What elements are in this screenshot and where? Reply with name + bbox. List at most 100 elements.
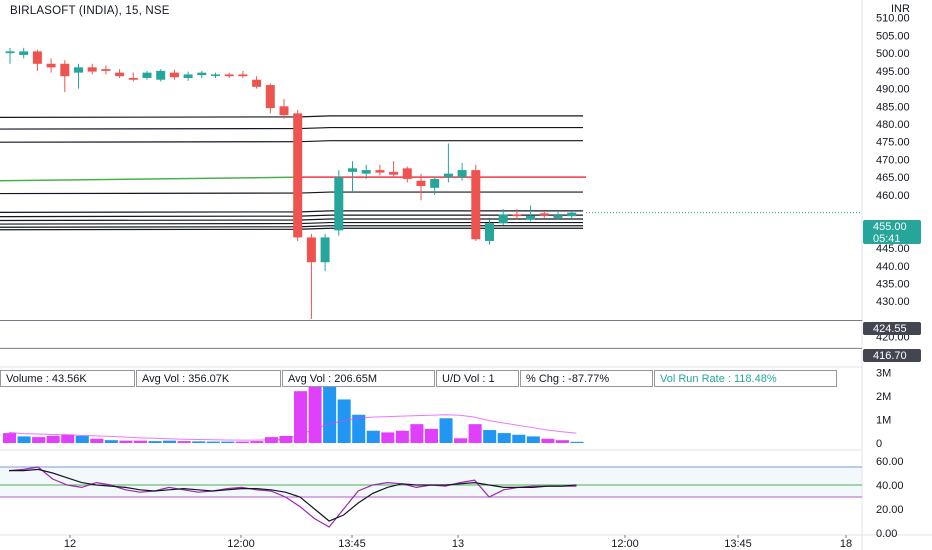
candle-body xyxy=(128,77,138,80)
volume-bar xyxy=(555,440,569,443)
volume-bar xyxy=(90,438,104,443)
volume-bar xyxy=(366,430,380,443)
candle-body xyxy=(430,178,440,188)
level-line xyxy=(0,227,583,231)
candles[interactable] xyxy=(5,47,577,319)
candle-body xyxy=(334,177,344,231)
current-price-label: 455.00 xyxy=(873,221,907,233)
candle-body xyxy=(443,173,453,178)
candle-body xyxy=(402,168,412,179)
level-line xyxy=(0,225,583,228)
volume-bar xyxy=(148,441,162,443)
green-trend-line xyxy=(0,176,301,182)
candle-body xyxy=(46,63,56,68)
volume-bar xyxy=(206,441,220,443)
osc-tick-label: 0.00 xyxy=(876,528,897,540)
volume-bar xyxy=(177,441,191,443)
candle-body xyxy=(389,171,399,175)
stat-label: Avg Vol : 356.07K xyxy=(142,373,230,385)
stat-label: % Chg : -87.77% xyxy=(526,373,609,385)
time-tick-label: 12 xyxy=(64,538,76,550)
level-line xyxy=(0,218,583,222)
level-line xyxy=(0,221,583,225)
level-line xyxy=(0,214,583,218)
candle-body xyxy=(183,74,193,78)
volume-bar xyxy=(337,399,351,443)
candle-body xyxy=(553,215,563,218)
volume-bar xyxy=(541,438,555,443)
currency-label: INR xyxy=(891,3,910,15)
candle-body xyxy=(279,106,289,116)
volume-bar xyxy=(439,418,453,443)
price-tick-label: 465.00 xyxy=(876,172,910,184)
stat-label: Avg Vol : 206.65M xyxy=(288,373,377,385)
volume-bar xyxy=(308,372,322,443)
volume-bar xyxy=(526,436,540,443)
price-tick-label: 430.00 xyxy=(876,296,910,308)
candle-body xyxy=(60,63,70,77)
level-line xyxy=(0,140,583,143)
candle-body xyxy=(539,213,549,216)
candle-body xyxy=(526,215,536,220)
volume-bar xyxy=(352,414,366,443)
volume-bar xyxy=(192,441,206,443)
volume-bar xyxy=(133,440,147,443)
price-axis-panel[interactable] xyxy=(862,0,932,535)
price-tick-label: 505.00 xyxy=(876,30,910,42)
stat-box xyxy=(436,370,519,387)
volume-bar xyxy=(512,434,526,443)
candle-body xyxy=(306,237,316,263)
level-badge-416-label: 416.70 xyxy=(873,350,907,362)
volume-tick-label: 1M xyxy=(876,414,891,426)
level-badge-416: 416.70 xyxy=(863,349,921,362)
candle-body xyxy=(115,72,125,77)
candle-body xyxy=(567,212,577,217)
candle-body xyxy=(498,214,508,224)
time-tick-label: 13:45 xyxy=(724,538,752,550)
volume-bar xyxy=(221,441,235,443)
candle-body xyxy=(416,180,426,187)
candle-body xyxy=(320,237,330,263)
current-price-badge: 455.00 05:41 xyxy=(863,220,921,245)
symbol-title: BIRLASOFT (INDIA), 15, NSE xyxy=(10,5,170,17)
level-line xyxy=(0,191,583,195)
volume-bar xyxy=(468,424,482,443)
volume-bar xyxy=(163,440,177,443)
candle-body xyxy=(32,51,42,64)
volume-bar xyxy=(119,440,133,443)
countdown-label: 05:41 xyxy=(873,233,901,245)
price-tick-label: 500.00 xyxy=(876,48,910,60)
price-tick-label: 480.00 xyxy=(876,119,910,131)
volume-bar xyxy=(32,437,46,443)
price-tick-label: 470.00 xyxy=(876,154,910,166)
candle-body xyxy=(265,85,275,109)
stat-label: U/D Vol : 1 xyxy=(442,373,495,385)
candle-body xyxy=(348,168,357,172)
candle-body xyxy=(5,51,15,54)
candle-body xyxy=(169,72,179,78)
stat-box xyxy=(282,370,435,387)
osc-band-fill xyxy=(0,467,862,497)
level-line xyxy=(0,126,583,130)
volume-bar xyxy=(46,435,60,443)
volume-ma-line xyxy=(8,414,577,441)
candle-body xyxy=(19,51,29,55)
volume-stats-strip: Volume : 43.56K Avg Vol : 356.07K Avg Vol … xyxy=(0,370,837,387)
volume-bar xyxy=(323,382,337,443)
stat-box xyxy=(654,370,837,387)
candle-body xyxy=(87,67,97,72)
stat-label: Volume : 43.56K xyxy=(6,373,87,385)
level-line xyxy=(0,210,583,213)
stoch-k-line xyxy=(8,466,577,528)
time-tick-label: 12:00 xyxy=(611,538,639,550)
axis-labels: 510.00 505.00 500.00 495.00 490.00 485.00 480.… xyxy=(64,13,910,550)
volume-bars[interactable] xyxy=(3,372,584,443)
candle-body xyxy=(457,170,467,178)
stochastic-oscillator[interactable] xyxy=(0,466,862,528)
candle-body xyxy=(156,70,166,80)
price-tick-label: 510.00 xyxy=(876,13,910,25)
volume-bar xyxy=(395,430,409,443)
time-tick-label: 13:45 xyxy=(338,538,366,550)
volume-bar xyxy=(294,391,308,443)
